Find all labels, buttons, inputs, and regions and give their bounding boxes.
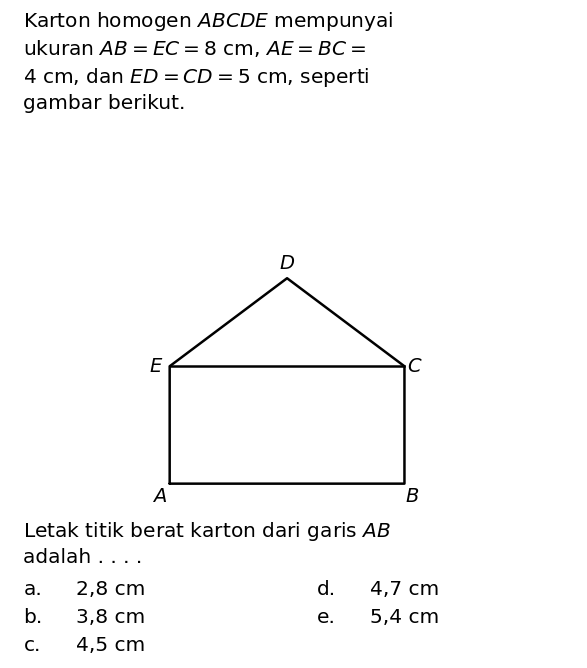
Text: adalah . . . .: adalah . . . . — [23, 548, 143, 567]
Text: $\mathit{C}$: $\mathit{C}$ — [407, 357, 423, 376]
Text: 2,8 cm: 2,8 cm — [76, 580, 146, 599]
Text: gambar berikut.: gambar berikut. — [23, 94, 186, 113]
Text: 5,4 cm: 5,4 cm — [370, 608, 439, 627]
Text: 4 cm, dan $\mathit{ED} = \mathit{CD} = 5$ cm, seperti: 4 cm, dan $\mathit{ED} = \mathit{CD} = 5… — [23, 66, 370, 89]
Text: Letak titik berat karton dari garis $\mathit{AB}$: Letak titik berat karton dari garis $\ma… — [23, 520, 392, 543]
Text: 3,8 cm: 3,8 cm — [76, 608, 146, 627]
Text: e.: e. — [317, 608, 336, 627]
Text: c.: c. — [23, 636, 41, 655]
Text: d.: d. — [317, 580, 336, 599]
Text: $\mathit{B}$: $\mathit{B}$ — [404, 488, 419, 506]
Text: $\mathit{D}$: $\mathit{D}$ — [279, 254, 295, 273]
Text: $\mathit{A}$: $\mathit{A}$ — [152, 488, 167, 506]
Text: 4,7 cm: 4,7 cm — [370, 580, 439, 599]
Text: a.: a. — [23, 580, 42, 599]
Text: ukuran $\mathit{AB} = \mathit{EC} = 8$ cm, $\mathit{AE} = \mathit{BC} =$: ukuran $\mathit{AB} = \mathit{EC} = 8$ c… — [23, 38, 366, 59]
Text: Karton homogen $\mathit{ABCDE}$ mempunyai: Karton homogen $\mathit{ABCDE}$ mempunya… — [23, 10, 394, 33]
Text: 4,5 cm: 4,5 cm — [76, 636, 146, 655]
Text: $\mathit{E}$: $\mathit{E}$ — [149, 357, 164, 376]
Text: b.: b. — [23, 608, 43, 627]
